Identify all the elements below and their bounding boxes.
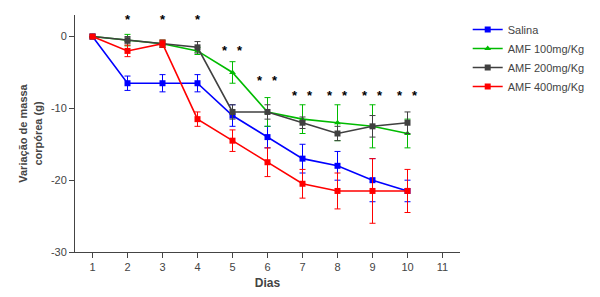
svg-text:10: 10	[401, 261, 413, 273]
svg-text:-30: -30	[51, 246, 67, 258]
svg-text:AMF 100mg/Kg: AMF 100mg/Kg	[508, 43, 584, 55]
svg-text:*: *	[222, 43, 228, 58]
svg-text:-10: -10	[51, 102, 67, 114]
svg-text:*: *	[307, 88, 313, 103]
svg-text:*: *	[237, 43, 243, 58]
svg-text:Salina: Salina	[508, 24, 539, 36]
svg-text:2: 2	[124, 261, 130, 273]
svg-text:*: *	[342, 88, 348, 103]
svg-text:AMF 200mg/Kg: AMF 200mg/Kg	[508, 62, 584, 74]
svg-text:*: *	[125, 12, 131, 27]
svg-text:-20: -20	[51, 174, 67, 186]
svg-text:1: 1	[89, 261, 95, 273]
svg-text:*: *	[397, 88, 403, 103]
svg-text:*: *	[292, 88, 298, 103]
svg-text:11: 11	[437, 261, 448, 273]
svg-text:*: *	[195, 12, 201, 27]
svg-text:AMF 400mg/Kg: AMF 400mg/Kg	[508, 81, 584, 93]
svg-text:*: *	[362, 88, 368, 103]
svg-text:8: 8	[334, 261, 340, 273]
svg-text:*: *	[412, 88, 418, 103]
svg-text:*: *	[160, 12, 166, 27]
svg-text:9: 9	[369, 261, 375, 273]
svg-text:*: *	[327, 88, 333, 103]
svg-text:7: 7	[299, 261, 305, 273]
svg-text:4: 4	[194, 261, 200, 273]
svg-text:6: 6	[264, 261, 270, 273]
svg-text:*: *	[257, 73, 263, 88]
svg-text:*: *	[377, 88, 383, 103]
svg-text:0: 0	[61, 30, 67, 42]
svg-text:Dias: Dias	[255, 276, 281, 290]
svg-text:*: *	[272, 73, 278, 88]
svg-text:Variação de massacorpórea (g): Variação de massacorpórea (g)	[17, 83, 43, 182]
svg-text:3: 3	[159, 261, 165, 273]
svg-text:5: 5	[229, 261, 235, 273]
